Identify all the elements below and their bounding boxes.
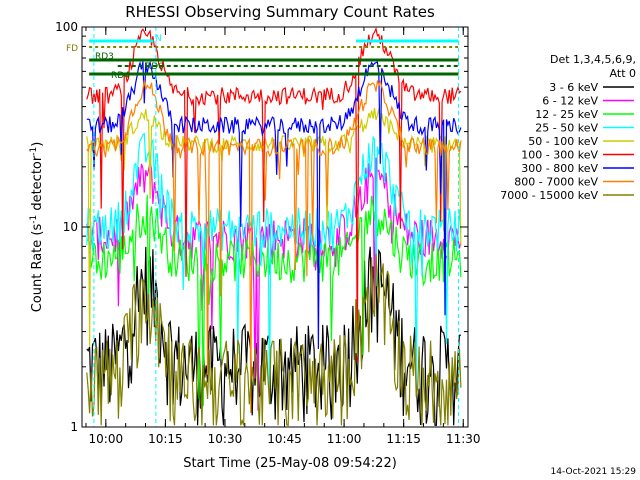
x-tick-label-3: 10:45 <box>267 432 302 446</box>
x-tick-label-2: 10:30 <box>208 432 243 446</box>
flag-label-4: RD4 <box>111 71 130 81</box>
flag-label-0: N <box>155 34 162 44</box>
data-layer <box>86 26 462 427</box>
legend-label-5: 100 - 300 keV <box>521 149 598 162</box>
legend-label-8: 7000 - 15000 keV <box>500 189 598 202</box>
y-axis-label-mid: detector <box>30 155 45 215</box>
footer-date: 14-Oct-2021 15:29 <box>551 467 637 477</box>
chart-title: RHESSI Observing Summary Count Rates <box>125 3 435 21</box>
x-tick-label-6: 11:30 <box>446 432 481 446</box>
legend-label-7: 800 - 7000 keV <box>514 176 598 189</box>
legend-label-6: 300 - 800 keV <box>521 162 598 175</box>
y-tick-label-0: 1 <box>70 420 78 434</box>
x-tick-label-0: 10:00 <box>89 432 124 446</box>
legend-label-1: 6 - 12 keV <box>542 95 598 108</box>
flag-label-2: RD3 <box>95 52 114 62</box>
x-tick-label-5: 11:15 <box>386 432 421 446</box>
series-line-6 <box>86 60 462 350</box>
legend-label-3: 25 - 50 keV <box>535 122 598 135</box>
y-axis-label-pre: Count Rate (s <box>30 224 45 313</box>
flag-label-3: RD0 <box>145 62 164 72</box>
legend-label-2: 12 - 25 keV <box>535 108 598 121</box>
y-axis-label-sup: -1 <box>29 215 39 224</box>
legend-label-0: 3 - 6 keV <box>549 81 598 94</box>
x-axis-label: Start Time (25-May-08 09:54:22) <box>183 456 397 471</box>
series-line-5 <box>86 26 462 362</box>
flag-label-1: FD <box>66 44 78 54</box>
x-tick-label-1: 10:15 <box>148 432 183 446</box>
y-tick-label-2: 100 <box>55 20 78 34</box>
legend-label-4: 50 - 100 keV <box>528 135 598 148</box>
legend-header-1: Att 0 <box>610 67 636 80</box>
series-line-7 <box>86 79 462 414</box>
legend-header-0: Det 1,3,4,5,6,9, <box>550 53 636 66</box>
series-line-8 <box>86 253 462 427</box>
flags-layer: N FD RD3 RD0 RD4 <box>66 34 459 81</box>
y-axis-label: Count Rate (s-1 detector-1) <box>29 142 45 313</box>
x-tick-label-4: 11:00 <box>327 432 362 446</box>
y-axis-label-sup2: -1 <box>29 147 39 156</box>
axes-layer: 10:00 10:15 10:30 10:45 11:00 11:15 11:30 1 10 10… <box>55 20 480 446</box>
y-axis-label-close: ) <box>30 142 45 147</box>
y-tick-label-1: 10 <box>63 220 78 234</box>
